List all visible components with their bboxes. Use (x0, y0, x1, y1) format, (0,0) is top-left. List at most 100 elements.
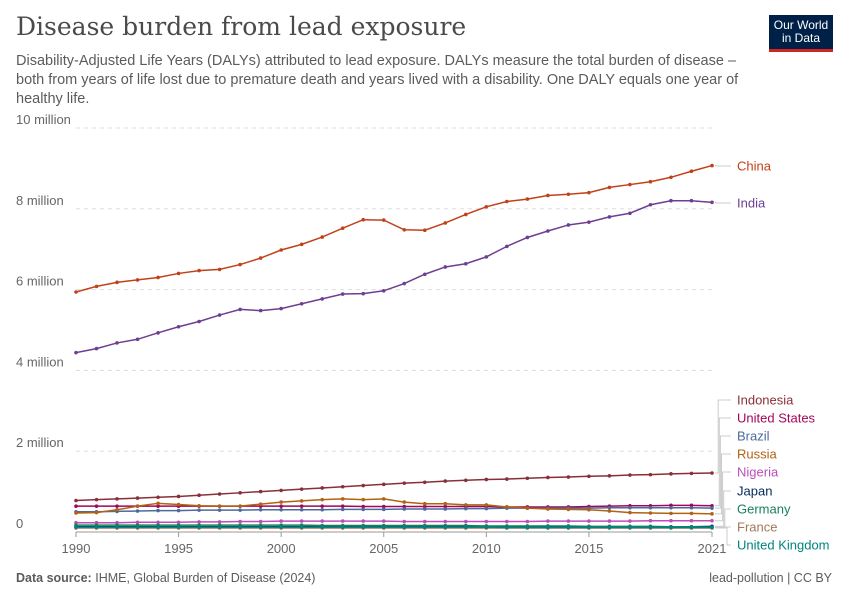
data-point (258, 502, 263, 506)
label-connector (715, 453, 731, 515)
data-point (669, 505, 673, 510)
data-point (566, 507, 571, 512)
data-point (361, 217, 366, 222)
data-point (546, 229, 550, 233)
data-point (156, 508, 160, 513)
data-point (320, 486, 324, 490)
data-point (607, 525, 612, 530)
data-point (217, 508, 222, 512)
series-label: Indonesia (737, 393, 794, 408)
data-point (710, 471, 714, 475)
data-point (156, 495, 160, 500)
data-point (525, 476, 530, 481)
series-label: United Kingdom (737, 538, 830, 553)
data-point (381, 289, 386, 293)
data-point (402, 281, 407, 286)
data-point (628, 519, 632, 523)
data-point (648, 202, 653, 207)
owid-logo[interactable]: Our World in Data (769, 15, 833, 52)
data-point (176, 494, 181, 499)
data-point (464, 525, 468, 529)
data-point (443, 525, 448, 529)
y-tick-label: 2 million (16, 435, 64, 450)
data-point (320, 235, 324, 239)
data-point (156, 525, 160, 529)
data-point (74, 290, 78, 294)
data-point (238, 525, 242, 529)
label-connector (715, 399, 731, 474)
data-point (258, 519, 263, 524)
data-point (628, 505, 632, 510)
data-point (340, 292, 345, 296)
data-point (710, 506, 714, 510)
source-link[interactable]: IHME, Global Burden of Disease (2024) (95, 571, 316, 585)
data-point (607, 509, 612, 513)
data-point (546, 525, 550, 530)
x-tick-label: 2021 (698, 541, 727, 556)
data-point (669, 518, 673, 523)
data-point (484, 255, 489, 259)
source-label: Data source: (16, 571, 92, 585)
data-point (648, 472, 653, 477)
data-point (135, 337, 140, 342)
series-label: Russia (737, 447, 778, 462)
data-point (340, 484, 345, 489)
data-point (443, 507, 448, 511)
series-label: France (737, 520, 777, 535)
data-point (422, 480, 427, 485)
x-tick-label: 1990 (62, 541, 91, 556)
data-point (74, 525, 78, 529)
data-point (505, 199, 509, 204)
data-point (258, 256, 263, 260)
data-point (299, 242, 304, 247)
series-label: United States (737, 411, 816, 426)
data-point (135, 496, 140, 500)
data-point (176, 525, 181, 529)
data-point (135, 278, 140, 282)
data-point (340, 226, 345, 230)
data-point (279, 248, 283, 252)
data-point (320, 297, 324, 301)
data-point (587, 220, 591, 224)
data-point (94, 346, 99, 351)
series-label: Germany (737, 502, 791, 517)
data-point (505, 505, 509, 509)
data-point (689, 505, 694, 510)
y-tick-label: 10 million (16, 112, 71, 127)
data-point (566, 525, 571, 530)
data-point (381, 525, 386, 529)
data-point (361, 504, 366, 509)
data-point (628, 211, 632, 216)
data-point (340, 507, 345, 512)
data-point (587, 507, 591, 512)
data-point (505, 477, 509, 481)
data-point (115, 525, 119, 529)
chart-slug-license[interactable]: lead-pollution | CC BY (709, 571, 832, 585)
data-point (217, 267, 222, 272)
data-point (361, 507, 366, 512)
data-point (566, 519, 571, 523)
label-connector (715, 201, 731, 204)
data-point (464, 212, 468, 217)
data-point (587, 525, 591, 530)
data-point (525, 506, 530, 510)
data-point (299, 507, 304, 512)
data-point (340, 504, 345, 508)
data-point (258, 489, 263, 494)
series-line-indonesia (75, 472, 713, 502)
data-point (381, 482, 386, 487)
series-line-brazil (76, 507, 713, 513)
data-point (115, 341, 119, 345)
data-point (402, 525, 407, 529)
data-point (402, 228, 407, 232)
data-point (320, 504, 324, 508)
data-point (710, 518, 714, 523)
data-point (484, 525, 489, 529)
data-point (464, 506, 468, 511)
series-line-china (75, 164, 713, 293)
data-point (299, 525, 304, 529)
data-point (381, 218, 386, 222)
data-point (217, 313, 222, 317)
data-point (422, 519, 427, 524)
data-point (546, 475, 550, 480)
